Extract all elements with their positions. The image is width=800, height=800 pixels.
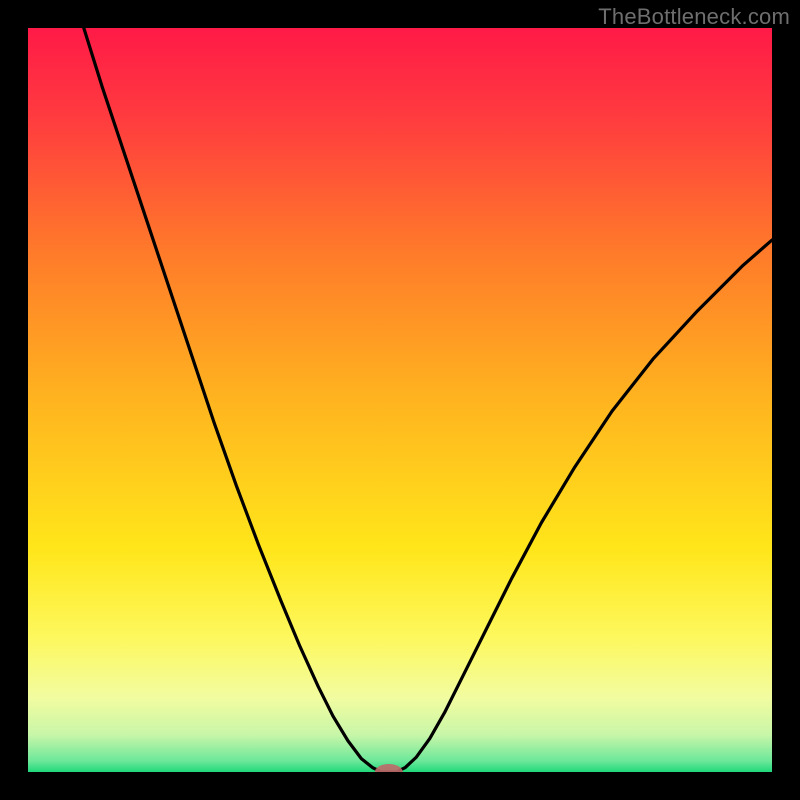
watermark-text: TheBottleneck.com — [598, 4, 790, 30]
gradient-background — [28, 28, 772, 772]
chart-svg — [28, 28, 772, 772]
chart-frame: TheBottleneck.com — [0, 0, 800, 800]
plot-area — [28, 28, 772, 772]
